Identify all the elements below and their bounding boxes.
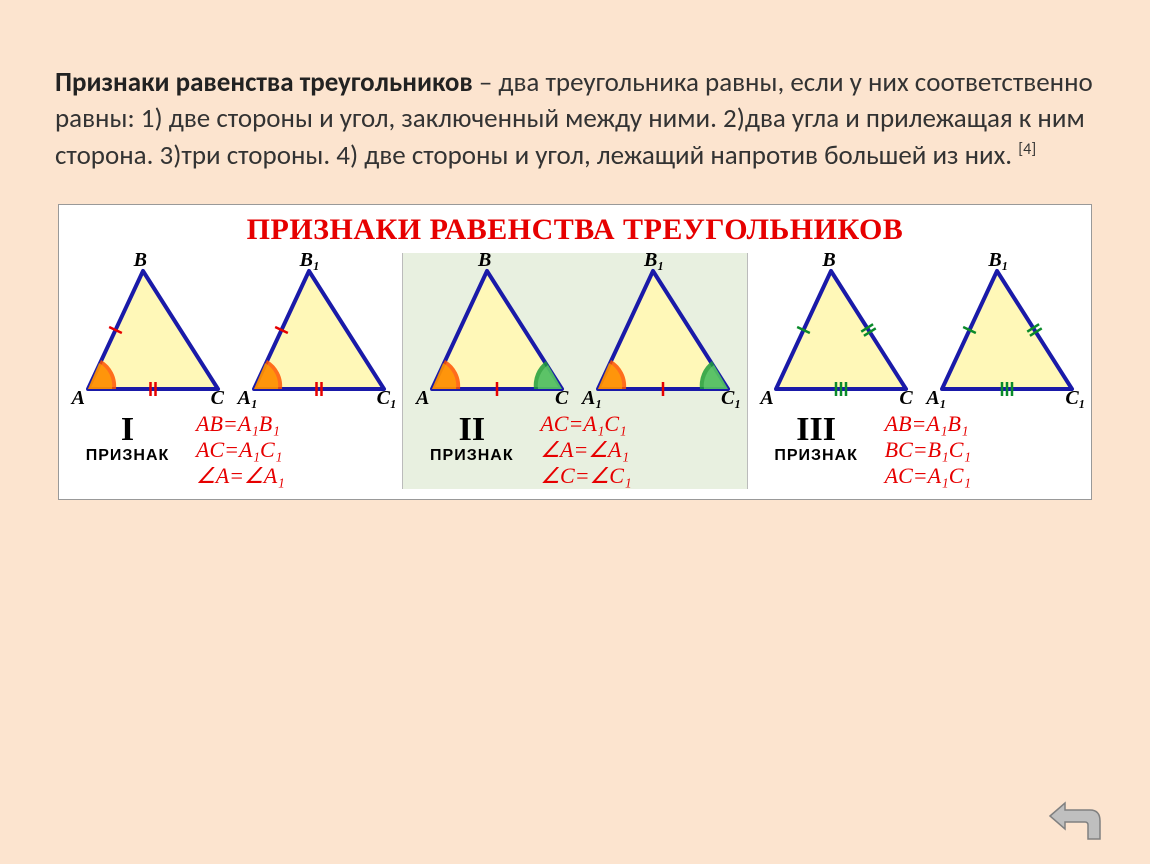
vertex-label: B₁ xyxy=(644,249,664,272)
triangle: B A C xyxy=(756,259,916,409)
equations: AB=A₁B₁BC=B₁C₁AC=A₁C₁ xyxy=(885,411,971,489)
vertex-label: A xyxy=(416,387,429,410)
triangle: B₁ A₁ C₁ xyxy=(234,259,394,409)
intro-cite: [4] xyxy=(1018,140,1036,159)
vertex-label: A₁ xyxy=(238,387,258,410)
equations: AC=A₁C₁∠A=∠A₁∠C=∠C₁ xyxy=(540,411,631,489)
vertex-label: B₁ xyxy=(300,249,320,272)
equation-line: AC=A₁C₁ xyxy=(196,437,285,463)
equation-line: AB=A₁B₁ xyxy=(885,411,971,437)
triangle-pair: B A C B₁ A₁ C₁ xyxy=(403,253,746,409)
vertex-label: A₁ xyxy=(582,387,602,410)
priznak-label: ПРИЗНАК xyxy=(774,447,858,465)
equation-line: AB=A₁B₁ xyxy=(196,411,285,437)
vertex-label: C₁ xyxy=(721,387,741,410)
vertex-label: A xyxy=(760,387,773,410)
equation-line: BC=B₁C₁ xyxy=(885,437,971,463)
vertex-label: B₁ xyxy=(988,249,1008,272)
equation-line: AC=A₁C₁ xyxy=(540,411,631,437)
roman-numeral: I xyxy=(121,411,134,449)
priznak-label: ПРИЗНАК xyxy=(430,447,514,465)
intro-text: Признаки равенства треугольников – два т… xyxy=(55,65,1095,174)
intro-bold: Признаки равенства треугольников xyxy=(55,66,473,99)
vertex-label: C xyxy=(555,387,568,410)
vertex-label: C xyxy=(899,387,912,410)
vertex-label: B xyxy=(134,249,147,272)
panel-3: B A C B₁ A₁ C₁III ПРИЗНАКAB=A₁B₁BC=B₁C₁A… xyxy=(748,253,1091,489)
triangle: B A C xyxy=(68,259,228,409)
roman-numeral: II xyxy=(459,411,485,449)
vertex-label: A xyxy=(72,387,85,410)
panel-2: B A C B₁ A₁ C₁II ПРИЗНАКAC=A₁C₁∠A=∠A₁∠C=… xyxy=(403,253,747,489)
panel-bottom: III ПРИЗНАК AB=A₁B₁BC=B₁C₁AC=A₁C₁ xyxy=(748,409,1091,489)
vertex-label: B xyxy=(822,249,835,272)
triangle: B A C xyxy=(412,259,572,409)
equation-line: ∠C=∠C₁ xyxy=(540,463,631,489)
triangle: B₁ A₁ C₁ xyxy=(922,259,1082,409)
roman-numeral: III xyxy=(796,411,836,449)
panels-row: B A C B₁ A₁ C₁I ПРИЗНАКAB=A₁B₁AC=A₁C₁∠A=… xyxy=(59,253,1091,489)
priznak-label: ПРИЗНАК xyxy=(86,447,170,465)
panel-bottom: I ПРИЗНАК AB=A₁B₁AC=A₁C₁∠A=∠A₁ xyxy=(59,409,402,489)
equation-line: ∠A=∠A₁ xyxy=(540,437,631,463)
panel-1: B A C B₁ A₁ C₁I ПРИЗНАКAB=A₁B₁AC=A₁C₁∠A=… xyxy=(59,253,403,489)
triangle-pair: B A C B₁ A₁ C₁ xyxy=(748,253,1091,409)
back-arrow-icon[interactable] xyxy=(1040,791,1110,846)
vertex-label: B xyxy=(478,249,491,272)
equation-line: ∠A=∠A₁ xyxy=(196,463,285,489)
figure-container: ПРИЗНАКИ РАВЕНСТВА ТРЕУГОЛЬНИКОВ B A C B… xyxy=(58,204,1092,500)
triangle-pair: B A C B₁ A₁ C₁ xyxy=(59,253,402,409)
vertex-label: C₁ xyxy=(1065,387,1085,410)
vertex-label: C xyxy=(211,387,224,410)
vertex-label: A₁ xyxy=(926,387,946,410)
figure-title: ПРИЗНАКИ РАВЕНСТВА ТРЕУГОЛЬНИКОВ xyxy=(59,213,1091,247)
triangle: B₁ A₁ C₁ xyxy=(578,259,738,409)
equations: AB=A₁B₁AC=A₁C₁∠A=∠A₁ xyxy=(196,411,285,489)
panel-bottom: II ПРИЗНАК AC=A₁C₁∠A=∠A₁∠C=∠C₁ xyxy=(403,409,746,489)
equation-line: AC=A₁C₁ xyxy=(885,463,971,489)
vertex-label: C₁ xyxy=(377,387,397,410)
